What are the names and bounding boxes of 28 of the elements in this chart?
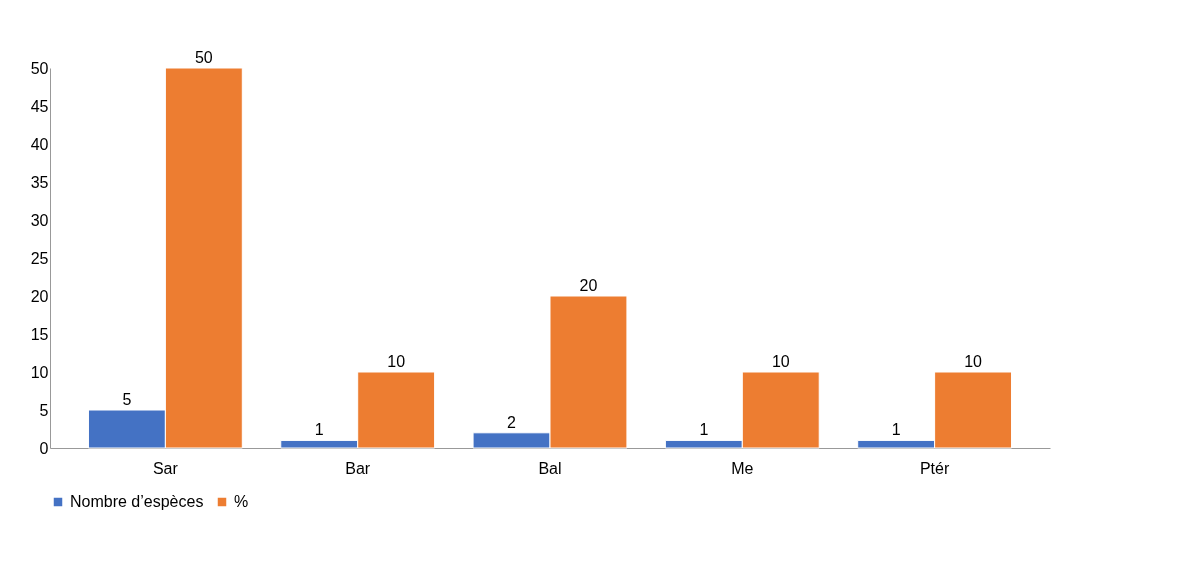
- y-tick-label: 20: [30, 287, 49, 305]
- x-tick-label: Me: [731, 459, 754, 477]
- data-label: 1: [314, 421, 324, 439]
- y-tick-label: 5: [39, 401, 49, 419]
- x-tick-label: Bal: [538, 459, 562, 477]
- data-label: 2: [507, 413, 517, 431]
- data-label: 10: [387, 353, 406, 370]
- x-tick-label: Sar: [152, 459, 179, 477]
- x-tick-label: Ptér: [919, 459, 950, 477]
- legend-label: %: [234, 493, 249, 510]
- y-tick-label: 10: [30, 363, 49, 381]
- legend-label: Nombre d’espèces: [70, 493, 204, 510]
- y-tick-label: 50: [30, 59, 49, 77]
- y-tick-label: 25: [30, 249, 49, 267]
- y-tick-label: 0: [39, 439, 49, 457]
- data-label: 1: [699, 421, 709, 439]
- y-tick-label: 30: [30, 211, 49, 229]
- data-label: 10: [964, 353, 983, 370]
- data-label: 1: [891, 421, 901, 439]
- y-tick-label: 40: [30, 135, 49, 153]
- y-tick-label: 35: [30, 173, 49, 191]
- data-label: 50: [194, 49, 213, 66]
- data-label: 10: [771, 353, 790, 370]
- y-tick-label: 15: [30, 325, 49, 343]
- data-label: 20: [579, 277, 598, 294]
- x-tick-label: Bar: [345, 459, 371, 477]
- data-label: 5: [122, 391, 132, 408]
- y-tick-label: 45: [30, 97, 49, 115]
